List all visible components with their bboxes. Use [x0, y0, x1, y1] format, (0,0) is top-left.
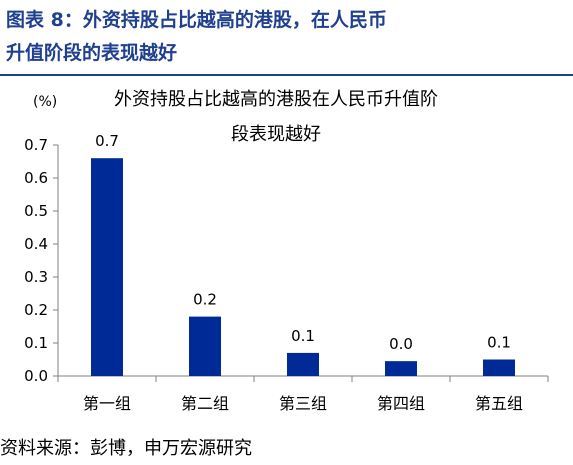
- x-axis: 第一组 第二组 第三组 第四组 第五组: [57, 375, 549, 413]
- x-category-label: 第二组: [181, 394, 229, 413]
- y-tick-label: 0.4: [24, 235, 48, 253]
- bar: [483, 359, 515, 376]
- bar-data-label: 0.2: [193, 291, 217, 309]
- y-tick-label: 0.0: [24, 367, 48, 385]
- x-category-label: 第四组: [377, 394, 425, 413]
- figure-title: 图表 8：外资持股占比越高的港股，在人民币 升值阶段的表现越好: [6, 4, 566, 70]
- y-tick-label: 0.2: [24, 301, 48, 319]
- y-tick-label: 0.1: [24, 334, 48, 352]
- chart-title-line-2: 段表现越好: [231, 124, 321, 145]
- y-axis-unit: (%): [33, 94, 57, 110]
- title-divider: [0, 74, 573, 76]
- figure-title-line-2: 升值阶段的表现越好: [6, 42, 178, 64]
- bar: [385, 361, 417, 376]
- y-tick-label: 0.5: [24, 202, 48, 220]
- figure-title-line-1: 图表 8：外资持股占比越高的港股，在人民币: [6, 9, 387, 31]
- x-category-label: 第五组: [475, 394, 523, 413]
- y-tick-label: 0.6: [24, 169, 48, 187]
- chart-title-line-1: 外资持股占比越高的港股在人民币升值阶: [114, 89, 438, 110]
- bar-data-label: 0.1: [291, 327, 315, 345]
- bar-data-label: 0.0: [389, 335, 413, 353]
- bar: [287, 352, 319, 376]
- y-tick-label: 0.3: [24, 268, 48, 286]
- x-category-label: 第一组: [83, 394, 131, 413]
- y-axis: 0.0 0.1 0.2 0.3 0.4 0.5 0.6 0.7: [24, 136, 59, 385]
- bar: [91, 158, 123, 376]
- bar-series: 0.7 0.2 0.1 0.0 0.1: [91, 132, 515, 376]
- x-category-label: 第三组: [279, 394, 327, 413]
- bar-data-label: 0.1: [487, 334, 511, 352]
- bar: [189, 316, 221, 376]
- source-note: 资料来源：彭博，申万宏源研究: [0, 438, 252, 459]
- bar-data-label: 0.7: [95, 132, 119, 150]
- y-tick-label: 0.7: [24, 136, 48, 154]
